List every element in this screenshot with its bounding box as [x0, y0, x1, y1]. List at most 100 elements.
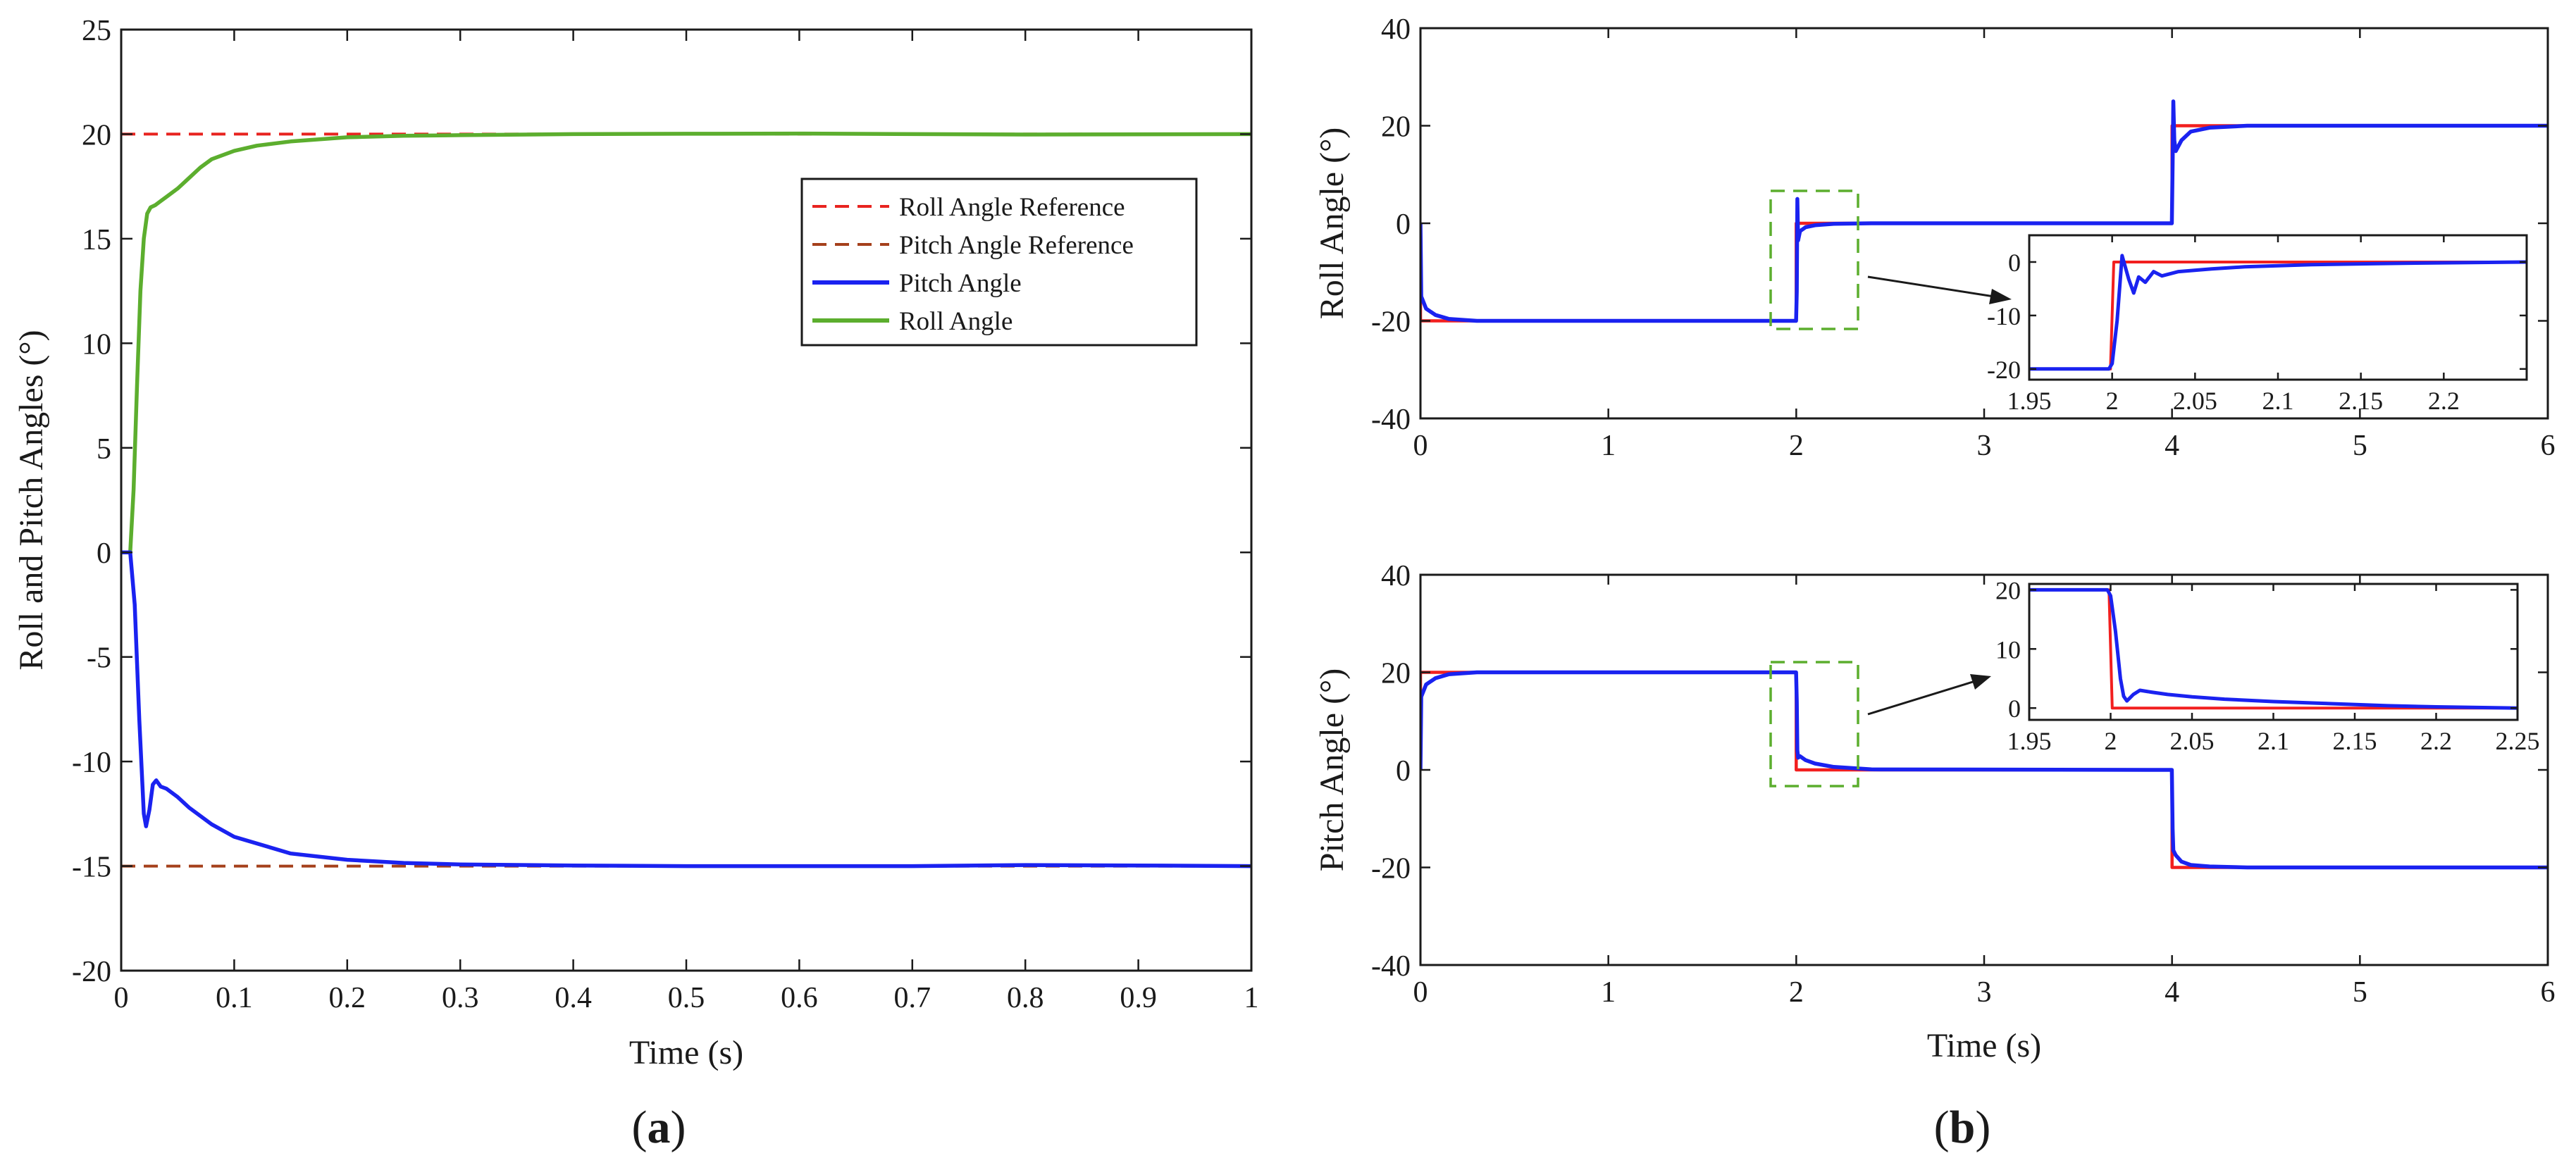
- chart-b-top-xtick-label: 4: [2165, 430, 2179, 462]
- chart-a-ytick-label: 0: [97, 537, 111, 570]
- chart-b-bottom-inset: 1.95 2 2.05 2.1 2.15 2.2 2.25 0 10 20: [1995, 576, 2540, 755]
- series-pitch-angle: [1420, 670, 2548, 870]
- chart-b-bottom-xtick-label: 4: [2165, 976, 2179, 1009]
- chart-b-top-inset-ytick-label: -10: [1987, 302, 2021, 330]
- chart-a-ytick-label: -10: [72, 747, 111, 779]
- chart-b-bottom-xtick-label: 6: [2541, 976, 2556, 1009]
- chart-a-xtick-label: 0.4: [555, 982, 592, 1014]
- inset-y-ticks: 0 10 20: [1995, 576, 2518, 723]
- chart-b-bottom-inset-ytick-label: 10: [1995, 635, 2021, 664]
- inset-series-roll-angle: [2029, 254, 2527, 371]
- legend-pitch-angle-label: Pitch Angle: [899, 269, 1022, 298]
- zoom-arrow-head: [1989, 289, 2012, 304]
- chart-a-ytick-label: -5: [87, 642, 111, 675]
- chart-b-bottom-xtick-label: 3: [1977, 976, 1992, 1009]
- chart-b-top-ytick-label: -40: [1371, 404, 1411, 436]
- chart-a-xtick-label: 0.6: [781, 982, 818, 1014]
- chart-b-top-inset-xtick-label: 2.05: [2173, 387, 2217, 415]
- series-reference: [1420, 671, 2548, 869]
- series-roll-angle: [121, 131, 1251, 554]
- chart-b-bottom-xtick-label: 0: [1413, 976, 1428, 1009]
- chart-b-bottom-series-group: [1420, 670, 2548, 870]
- inset-y-ticks: -20 -10 0: [1987, 249, 2527, 384]
- chart-b-top-series-group: [1420, 99, 2548, 323]
- chart-b-bottom-inset-xtick-label: 1.95: [2007, 727, 2052, 755]
- panel-label-b-close: ): [1975, 1102, 1990, 1153]
- chart-b-bottom-inset-xtick-label: 2.05: [2170, 727, 2215, 755]
- chart-b-bottom-xtick-label: 1: [1601, 976, 1616, 1009]
- chart-a-xtick-label: 0.2: [329, 982, 366, 1014]
- chart-a: 0 0.1 0.2 0.3 0.4 0.5 0.6 0.7 0.8 0.9 1 -20-15-10-…: [13, 15, 1259, 1153]
- chart-a-ytick-label: 5: [97, 433, 111, 466]
- chart-b-bottom-ytick-label: 0: [1396, 755, 1411, 787]
- chart-b-top-inset-xtick-label: 2.2: [2428, 387, 2460, 415]
- chart-a-ytick-label: -15: [72, 852, 111, 884]
- chart-b-bottom-inset-xtick-label: 2.1: [2258, 727, 2289, 755]
- chart-a-xtick-label: 0.7: [894, 982, 931, 1014]
- panel-label-b: (b): [1934, 1102, 1991, 1153]
- chart-b-top-inset-xtick-label: 2: [2106, 387, 2119, 415]
- chart-b-top-ytick-label: 40: [1381, 13, 1411, 46]
- chart-a-ytick-label: -20: [72, 956, 111, 988]
- chart-a-ylabel: Roll and Pitch Angles (°): [13, 330, 50, 670]
- inset-background: [2029, 584, 2518, 720]
- chart-b-top-inset-ytick-label: -20: [1987, 356, 2021, 384]
- chart-b-top-ytick-label: -20: [1371, 306, 1411, 339]
- inset-x-ticks: 1.95 2 2.05 2.1 2.15 2.2 2.25: [2007, 584, 2540, 755]
- chart-b-top-xtick-label: 6: [2541, 430, 2556, 462]
- zoom-arrow-line: [1867, 275, 1995, 298]
- chart-b-top-inset: 1.95 2 2.05 2.1 2.15 2.2 -20 -10 0: [1987, 234, 2528, 415]
- zoom-arrow-line: [1867, 680, 1974, 716]
- chart-b-top-x-ticks: 0 1 2 3 4 5 6: [1413, 28, 2556, 462]
- chart-a-series-group: [121, 131, 1251, 868]
- panel-label-b-letter: b: [1950, 1102, 1976, 1153]
- chart-a-xtick-label: 0.3: [442, 982, 479, 1014]
- series-pitch-angle: [121, 550, 1251, 868]
- chart-b-bottom-ytick-label: 20: [1381, 658, 1411, 690]
- chart-a-xtick-label: 0.9: [1120, 982, 1157, 1014]
- chart-b-top-xtick-label: 3: [1977, 430, 1992, 462]
- series-roll-angle: [1420, 99, 2548, 323]
- chart-a-xtick-label: 0: [114, 982, 129, 1014]
- chart-b-top-inset-xtick-label: 1.95: [2007, 387, 2052, 415]
- chart-a-xtick-label: 0.8: [1007, 982, 1044, 1014]
- chart-b-top-ylabel: Roll Angle (°): [1313, 127, 1351, 320]
- chart-b-bottom-inset-xtick-label: 2.15: [2333, 727, 2377, 755]
- chart-a-ytick-label: 15: [82, 224, 111, 256]
- zoom-region-box: [1769, 189, 1859, 330]
- panel-label-a: (a): [632, 1102, 686, 1153]
- zoom-arrow-head: [1970, 674, 1991, 690]
- chart-b-top-ytick-label: 0: [1396, 208, 1411, 241]
- chart-b-top-xtick-label: 1: [1601, 430, 1616, 462]
- legend-pitch-reference-label: Pitch Angle Reference: [899, 231, 1134, 260]
- chart-a-ytick-label: 10: [82, 328, 111, 361]
- inset-series-group: [2029, 587, 2518, 710]
- chart-a-legend: Roll Angle Reference Pitch Angle Referen…: [800, 178, 1198, 347]
- chart-b-bottom-x-ticks: 0 1 2 3 4 5 6: [1413, 575, 2556, 1009]
- chart-b-bottom-ytick-label: -20: [1371, 853, 1411, 885]
- chart-b-top-xtick-label: 2: [1789, 430, 1804, 462]
- zoom-region-box: [1769, 661, 1859, 787]
- chart-a-x-ticks: 0 0.1 0.2 0.3 0.4 0.5 0.6 0.7 0.8 0.9 1: [114, 30, 1259, 1014]
- chart-a-xlabel: Time (s): [629, 1034, 743, 1071]
- inset-series-pitch-angle: [2029, 587, 2518, 710]
- chart-b-top-ytick-label: 20: [1381, 111, 1411, 144]
- chart-b-top-xtick-label: 5: [2353, 430, 2367, 462]
- chart-a-ytick-label: 20: [82, 119, 111, 151]
- chart-b-bottom-xlabel: Time (s): [1927, 1027, 2041, 1064]
- chart-b-top-xtick-label: 0: [1413, 430, 1428, 462]
- chart-b-bottom-inset-xtick-label: 2.25: [2496, 727, 2540, 755]
- chart-b-bottom-ytick-label: 40: [1381, 560, 1411, 592]
- chart-b-bottom-inset-xtick-label: 2.2: [2420, 727, 2452, 755]
- chart-b-top-inset-ytick-label: 0: [2008, 249, 2021, 277]
- chart-b-top-inset-xtick-label: 2.1: [2262, 387, 2294, 415]
- chart-a-frame: [120, 28, 1253, 972]
- chart-b-bottom-inset-xtick-label: 2: [2105, 727, 2117, 755]
- chart-b-bottom-inset-ytick-label: 20: [1995, 576, 2021, 604]
- panel-label-a-letter: a: [648, 1102, 671, 1153]
- chart-b-top-inset-xtick-label: 2.15: [2339, 387, 2383, 415]
- chart-a-ytick-label: 25: [82, 15, 111, 47]
- panel-label-a-open: (: [632, 1102, 648, 1153]
